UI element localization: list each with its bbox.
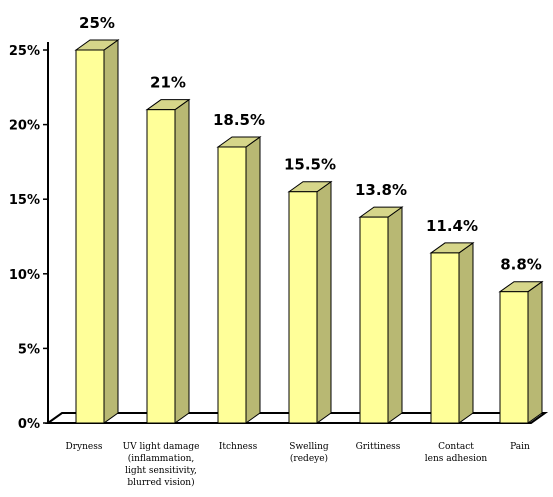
bar — [216, 136, 262, 424]
category-label-line: Pain — [510, 442, 530, 452]
chart-bars — [74, 39, 544, 424]
category-label-line: (inflammation, — [128, 453, 195, 464]
bar-front — [499, 291, 529, 424]
data-label: 18.5% — [213, 111, 265, 129]
bar — [498, 280, 544, 424]
category-label-line: Itchness — [219, 442, 258, 452]
category-label: Swelling (redeye) — [289, 442, 329, 464]
data-label: 8.8% — [500, 256, 542, 274]
bar-front — [146, 109, 176, 424]
y-tick-label: 10% — [9, 268, 40, 283]
category-label: Pain — [510, 442, 530, 452]
data-label: 21% — [150, 74, 186, 92]
y-tick-label: 0% — [18, 417, 40, 432]
bar-front — [217, 146, 247, 424]
data-label: 25% — [79, 14, 115, 32]
data-label: 15.5% — [284, 156, 336, 174]
y-tick-label: 5% — [18, 342, 40, 357]
bar-front — [430, 252, 460, 424]
category-label-line: Swelling — [289, 442, 329, 452]
category-label: Contact lens adhesion — [425, 442, 488, 464]
category-label-line: (redeye) — [290, 453, 328, 464]
bar-side — [316, 180, 332, 424]
bar — [74, 39, 120, 424]
chart-labels: 25% Dryness 21% UV light damage (inflammatio… — [66, 14, 542, 488]
data-label: 11.4% — [426, 217, 478, 235]
category-label: UV light damage (inflammation, light sensi… — [123, 442, 200, 488]
category-label: Itchness — [219, 442, 258, 452]
category-label: Grittiness — [356, 442, 401, 452]
y-tick-label: 25% — [9, 44, 40, 59]
bar-side — [103, 39, 119, 424]
y-tick-label: 20% — [9, 119, 40, 134]
category-label: Dryness — [66, 442, 103, 452]
bar — [358, 206, 404, 424]
bar-front — [75, 49, 105, 424]
category-label-line: Dryness — [66, 442, 103, 452]
category-label-line: UV light damage — [123, 442, 200, 452]
bar-side — [174, 98, 190, 424]
bar-side — [245, 136, 261, 424]
category-label-line: blurred vision) — [127, 477, 194, 488]
bar-side — [458, 241, 474, 424]
bar-side — [387, 206, 403, 424]
bar-side — [527, 280, 543, 424]
category-label-line: Contact — [438, 442, 474, 452]
bar-front — [359, 216, 389, 424]
bar — [429, 241, 475, 424]
bar-front — [288, 191, 318, 424]
category-label-line: Grittiness — [356, 442, 401, 452]
category-label-line: lens adhesion — [425, 454, 488, 464]
bar — [287, 180, 333, 424]
category-label-line: light sensitivity, — [125, 466, 197, 476]
y-tick-label: 15% — [9, 193, 40, 208]
bar — [145, 98, 191, 424]
data-label: 13.8% — [355, 181, 407, 199]
